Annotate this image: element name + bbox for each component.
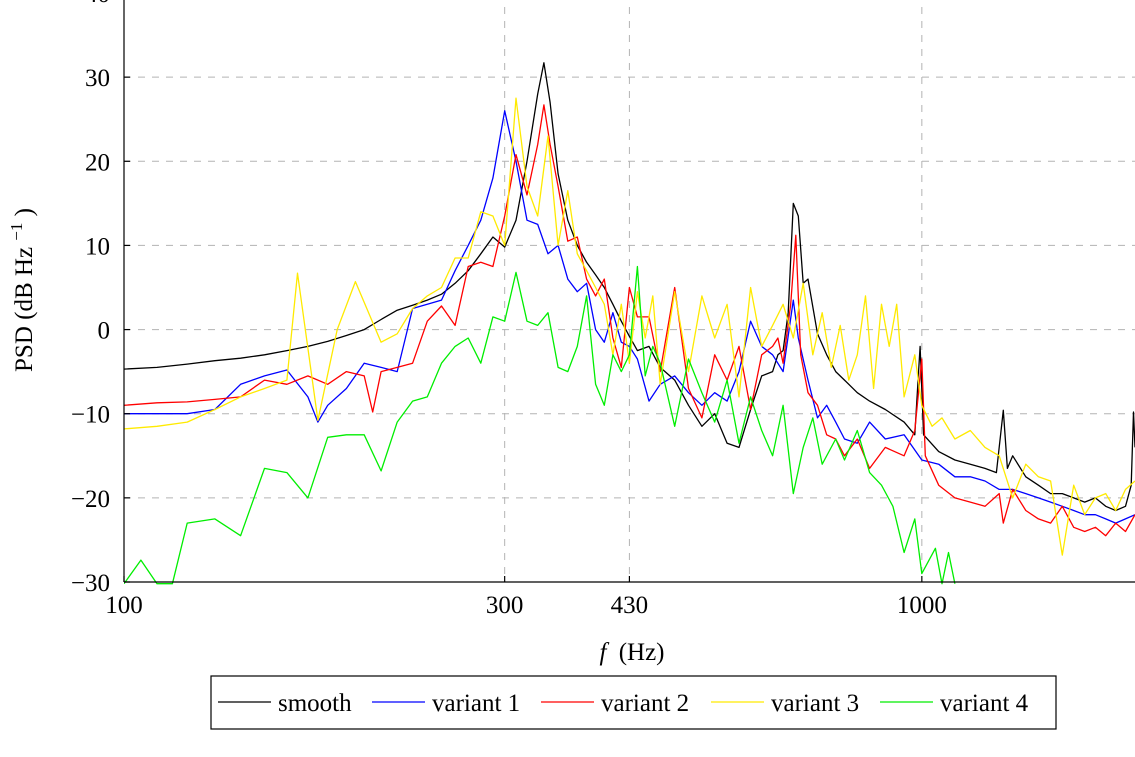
legend-label: variant 2 [601,690,689,717]
legend-label: variant 1 [432,690,520,717]
axes [123,0,1135,583]
data-series [124,62,1135,585]
x-tick-label: 1000 [897,592,947,619]
y-axis-label: PSD (dB Hz −1 ) [1,208,38,372]
y-tick-label: 30 [85,65,110,92]
x-axis-unit: (Hz) [619,639,665,666]
legend-label: smooth [278,690,352,717]
y-axis-label-exponent: −1 [7,223,26,241]
legend: smooth variant 1 variant 2 variant 3 variant… [210,675,1057,730]
y-tick-label: 0 [98,318,111,345]
y-axis-label-close: ) [11,208,38,216]
series-line-variant-3 [124,97,1135,556]
series-line-variant-1 [124,110,1135,524]
x-tick-label: 300 [486,592,524,619]
tick-labels: −30 −20 −10 0 10 20 30 40 100 300 430 1000 [71,0,947,619]
y-tick-label: −10 [71,402,110,429]
series-line-variant-4 [124,265,956,585]
legend-label: variant 4 [940,690,1029,717]
x-tick-label: 430 [611,592,649,619]
y-tick-label: 20 [85,149,110,176]
x-axis-variable: f [599,639,609,666]
y-tick-label: 10 [85,233,110,260]
x-axis-label: f (Hz) [599,639,664,666]
y-tick-label: 40 [85,0,110,8]
legend-label: variant 3 [771,690,859,717]
series-line-smooth [124,62,1135,512]
y-axis-label-main: PSD (dB Hz [11,247,38,372]
y-tick-label: −20 [71,486,110,513]
x-tick-label: 100 [105,592,143,619]
y-tick-label: −30 [71,570,110,597]
series-line-variant-2 [124,104,1135,537]
